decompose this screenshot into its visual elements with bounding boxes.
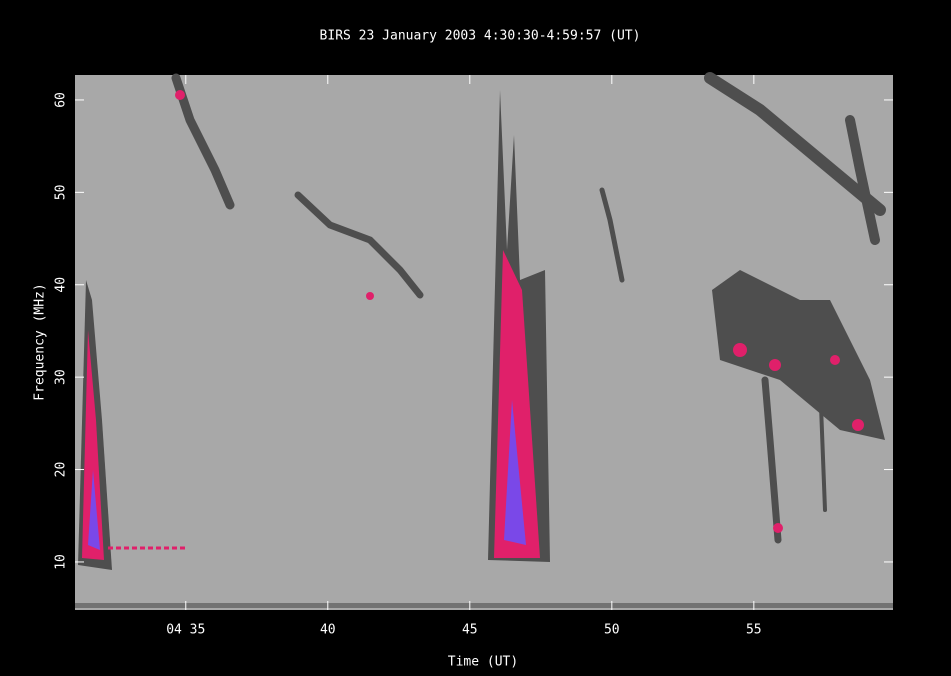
drift [818, 378, 827, 512]
drift [599, 187, 625, 283]
drift [294, 191, 424, 299]
y-tick-label: 20 [54, 462, 69, 478]
burst-core [769, 359, 781, 371]
y-tick-label: 10 [54, 554, 69, 570]
spectrum-features [75, 72, 893, 608]
x-axis-label: Time (UT) [448, 655, 518, 670]
burst [712, 270, 885, 440]
y-axis-label: Frequency (MHz) [33, 283, 48, 400]
burst-core [82, 330, 104, 560]
x-tick-label: 55 [746, 623, 762, 638]
drift-core [366, 292, 374, 300]
x-tick-label: 50 [604, 623, 620, 638]
x-tick-label: 04 35 [166, 623, 205, 638]
drift [704, 72, 886, 216]
chart-title: BIRS 23 January 2003 4:30:30-4:59:57 (UT… [320, 29, 641, 44]
burst-peak [88, 470, 100, 550]
burst-core [830, 355, 840, 365]
burst-core [852, 419, 864, 431]
burst-core [773, 523, 783, 533]
y-tick-label: 30 [54, 369, 69, 385]
x-tick-label: 40 [320, 623, 336, 638]
x-tick-label: 45 [462, 623, 478, 638]
drift [761, 376, 782, 544]
y-tick-label: 60 [54, 92, 69, 108]
drift-core [175, 90, 185, 100]
y-tick-label: 50 [54, 185, 69, 201]
drift [845, 115, 880, 245]
burst-peak [504, 400, 526, 545]
noise-band [75, 603, 893, 608]
burst-core [733, 343, 747, 357]
burst-core [494, 250, 540, 558]
y-tick-label: 40 [54, 277, 69, 293]
